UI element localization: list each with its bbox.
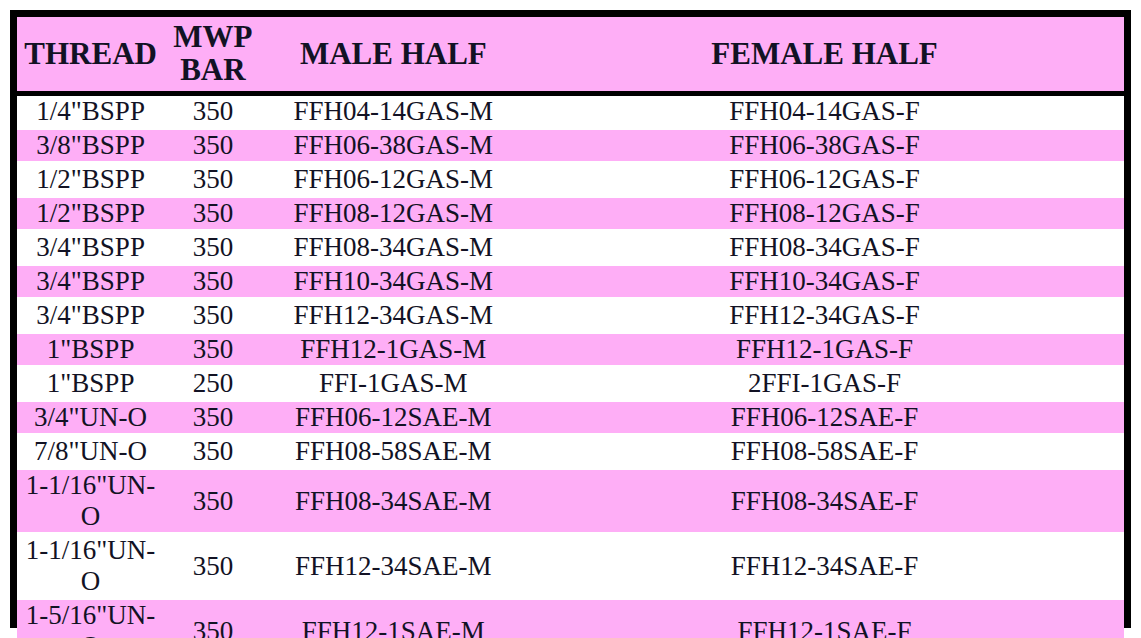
- cell-female-half: FFH08-12GAS-F: [525, 197, 1124, 231]
- col-header-female-half: FEMALE HALF: [525, 17, 1124, 94]
- cell-thread: 3/4"BSPP: [17, 231, 164, 265]
- cell-male-half: FFH12-34SAE-M: [262, 534, 525, 599]
- cell-male-half: FFH06-12SAE-M: [262, 401, 525, 435]
- cell-thread: 3/4"BSPP: [17, 299, 164, 333]
- cell-male-half: FFH08-34GAS-M: [262, 231, 525, 265]
- cell-female-half: FFH08-34SAE-F: [525, 469, 1124, 534]
- cell-thread: 1/2"BSPP: [17, 197, 164, 231]
- cell-thread: 1/2"BSPP: [17, 163, 164, 197]
- table-row: 3/4"UN-O 350 FFH06-12SAE-M FFH06-12SAE-F: [17, 401, 1124, 435]
- table-body: 1/4"BSPP 350 FFH04-14GAS-M FFH04-14GAS-F…: [17, 94, 1124, 638]
- cell-mwp-bar: 350: [164, 401, 261, 435]
- cell-male-half: FFH08-58SAE-M: [262, 435, 525, 469]
- cell-male-half: FFH12-1SAE-M: [262, 599, 525, 638]
- cell-female-half: FFH06-12GAS-F: [525, 163, 1124, 197]
- cell-mwp-bar: 350: [164, 534, 261, 599]
- cell-thread: 3/4"UN-O: [17, 401, 164, 435]
- cell-mwp-bar: 350: [164, 435, 261, 469]
- col-header-thread: THREAD: [17, 17, 164, 94]
- cell-female-half: FFH12-1SAE-F: [525, 599, 1124, 638]
- cell-female-half: FFH12-34SAE-F: [525, 534, 1124, 599]
- cell-thread: 1-1/16"UN-O: [17, 534, 164, 599]
- cell-female-half: FFH10-34GAS-F: [525, 265, 1124, 299]
- cell-male-half: FFH08-12GAS-M: [262, 197, 525, 231]
- cell-male-half: FFH06-38GAS-M: [262, 129, 525, 163]
- cell-thread: 7/8"UN-O: [17, 435, 164, 469]
- cell-mwp-bar: 350: [164, 94, 261, 129]
- cell-thread: 1/4"BSPP: [17, 94, 164, 129]
- table-row: 3/4"BSPP 350 FFH10-34GAS-M FFH10-34GAS-F: [17, 265, 1124, 299]
- cell-female-half: FFH08-34GAS-F: [525, 231, 1124, 265]
- cell-mwp-bar: 250: [164, 367, 261, 401]
- table-outer-border: THREAD MWP BAR MALE HALF FEMALE HALF 1/4…: [10, 10, 1131, 628]
- cell-female-half: FFH06-38GAS-F: [525, 129, 1124, 163]
- cell-mwp-bar: 350: [164, 469, 261, 534]
- col-header-mwp-bar: MWP BAR: [164, 17, 261, 94]
- table-row: 1-5/16"UN-O 350 FFH12-1SAE-M FFH12-1SAE-…: [17, 599, 1124, 638]
- cell-mwp-bar: 350: [164, 197, 261, 231]
- cell-female-half: FFH06-12SAE-F: [525, 401, 1124, 435]
- cell-mwp-bar: 350: [164, 299, 261, 333]
- table-row: 1/2"BSPP 350 FFH06-12GAS-M FFH06-12GAS-F: [17, 163, 1124, 197]
- cell-female-half: FFH08-58SAE-F: [525, 435, 1124, 469]
- table-row: 1/2"BSPP 350 FFH08-12GAS-M FFH08-12GAS-F: [17, 197, 1124, 231]
- cell-mwp-bar: 350: [164, 265, 261, 299]
- cell-female-half: FFH12-34GAS-F: [525, 299, 1124, 333]
- cell-thread: 3/4"BSPP: [17, 265, 164, 299]
- cell-mwp-bar: 350: [164, 333, 261, 367]
- cell-thread: 3/8"BSPP: [17, 129, 164, 163]
- cell-male-half: FFH12-34GAS-M: [262, 299, 525, 333]
- table-row: 3/4"BSPP 350 FFH12-34GAS-M FFH12-34GAS-F: [17, 299, 1124, 333]
- cell-male-half: FFH04-14GAS-M: [262, 94, 525, 129]
- cell-mwp-bar: 350: [164, 231, 261, 265]
- header-row: THREAD MWP BAR MALE HALF FEMALE HALF: [17, 17, 1124, 94]
- cell-thread: 1"BSPP: [17, 367, 164, 401]
- cell-mwp-bar: 350: [164, 129, 261, 163]
- cell-female-half: 2FFI-1GAS-F: [525, 367, 1124, 401]
- cell-female-half: FFH04-14GAS-F: [525, 94, 1124, 129]
- cell-male-half: FFH06-12GAS-M: [262, 163, 525, 197]
- cell-thread: 1-5/16"UN-O: [17, 599, 164, 638]
- table-row: 1-1/16"UN-O 350 FFH12-34SAE-M FFH12-34SA…: [17, 534, 1124, 599]
- cell-thread: 1"BSPP: [17, 333, 164, 367]
- table-row: 3/4"BSPP 350 FFH08-34GAS-M FFH08-34GAS-F: [17, 231, 1124, 265]
- table-row: 1/4"BSPP 350 FFH04-14GAS-M FFH04-14GAS-F: [17, 94, 1124, 129]
- cell-mwp-bar: 350: [164, 599, 261, 638]
- cell-male-half: FFH10-34GAS-M: [262, 265, 525, 299]
- cell-male-half: FFI-1GAS-M: [262, 367, 525, 401]
- cell-male-half: FFH08-34SAE-M: [262, 469, 525, 534]
- cell-male-half: FFH12-1GAS-M: [262, 333, 525, 367]
- coupling-spec-table: THREAD MWP BAR MALE HALF FEMALE HALF 1/4…: [17, 17, 1124, 638]
- spec-table-page: THREAD MWP BAR MALE HALF FEMALE HALF 1/4…: [0, 0, 1141, 638]
- table-row: 1-1/16"UN-O 350 FFH08-34SAE-M FFH08-34SA…: [17, 469, 1124, 534]
- cell-mwp-bar: 350: [164, 163, 261, 197]
- table-row: 1"BSPP 250 FFI-1GAS-M 2FFI-1GAS-F: [17, 367, 1124, 401]
- table-row: 7/8"UN-O 350 FFH08-58SAE-M FFH08-58SAE-F: [17, 435, 1124, 469]
- col-header-male-half: MALE HALF: [262, 17, 525, 94]
- table-row: 3/8"BSPP 350 FFH06-38GAS-M FFH06-38GAS-F: [17, 129, 1124, 163]
- cell-thread: 1-1/16"UN-O: [17, 469, 164, 534]
- cell-female-half: FFH12-1GAS-F: [525, 333, 1124, 367]
- table-row: 1"BSPP 350 FFH12-1GAS-M FFH12-1GAS-F: [17, 333, 1124, 367]
